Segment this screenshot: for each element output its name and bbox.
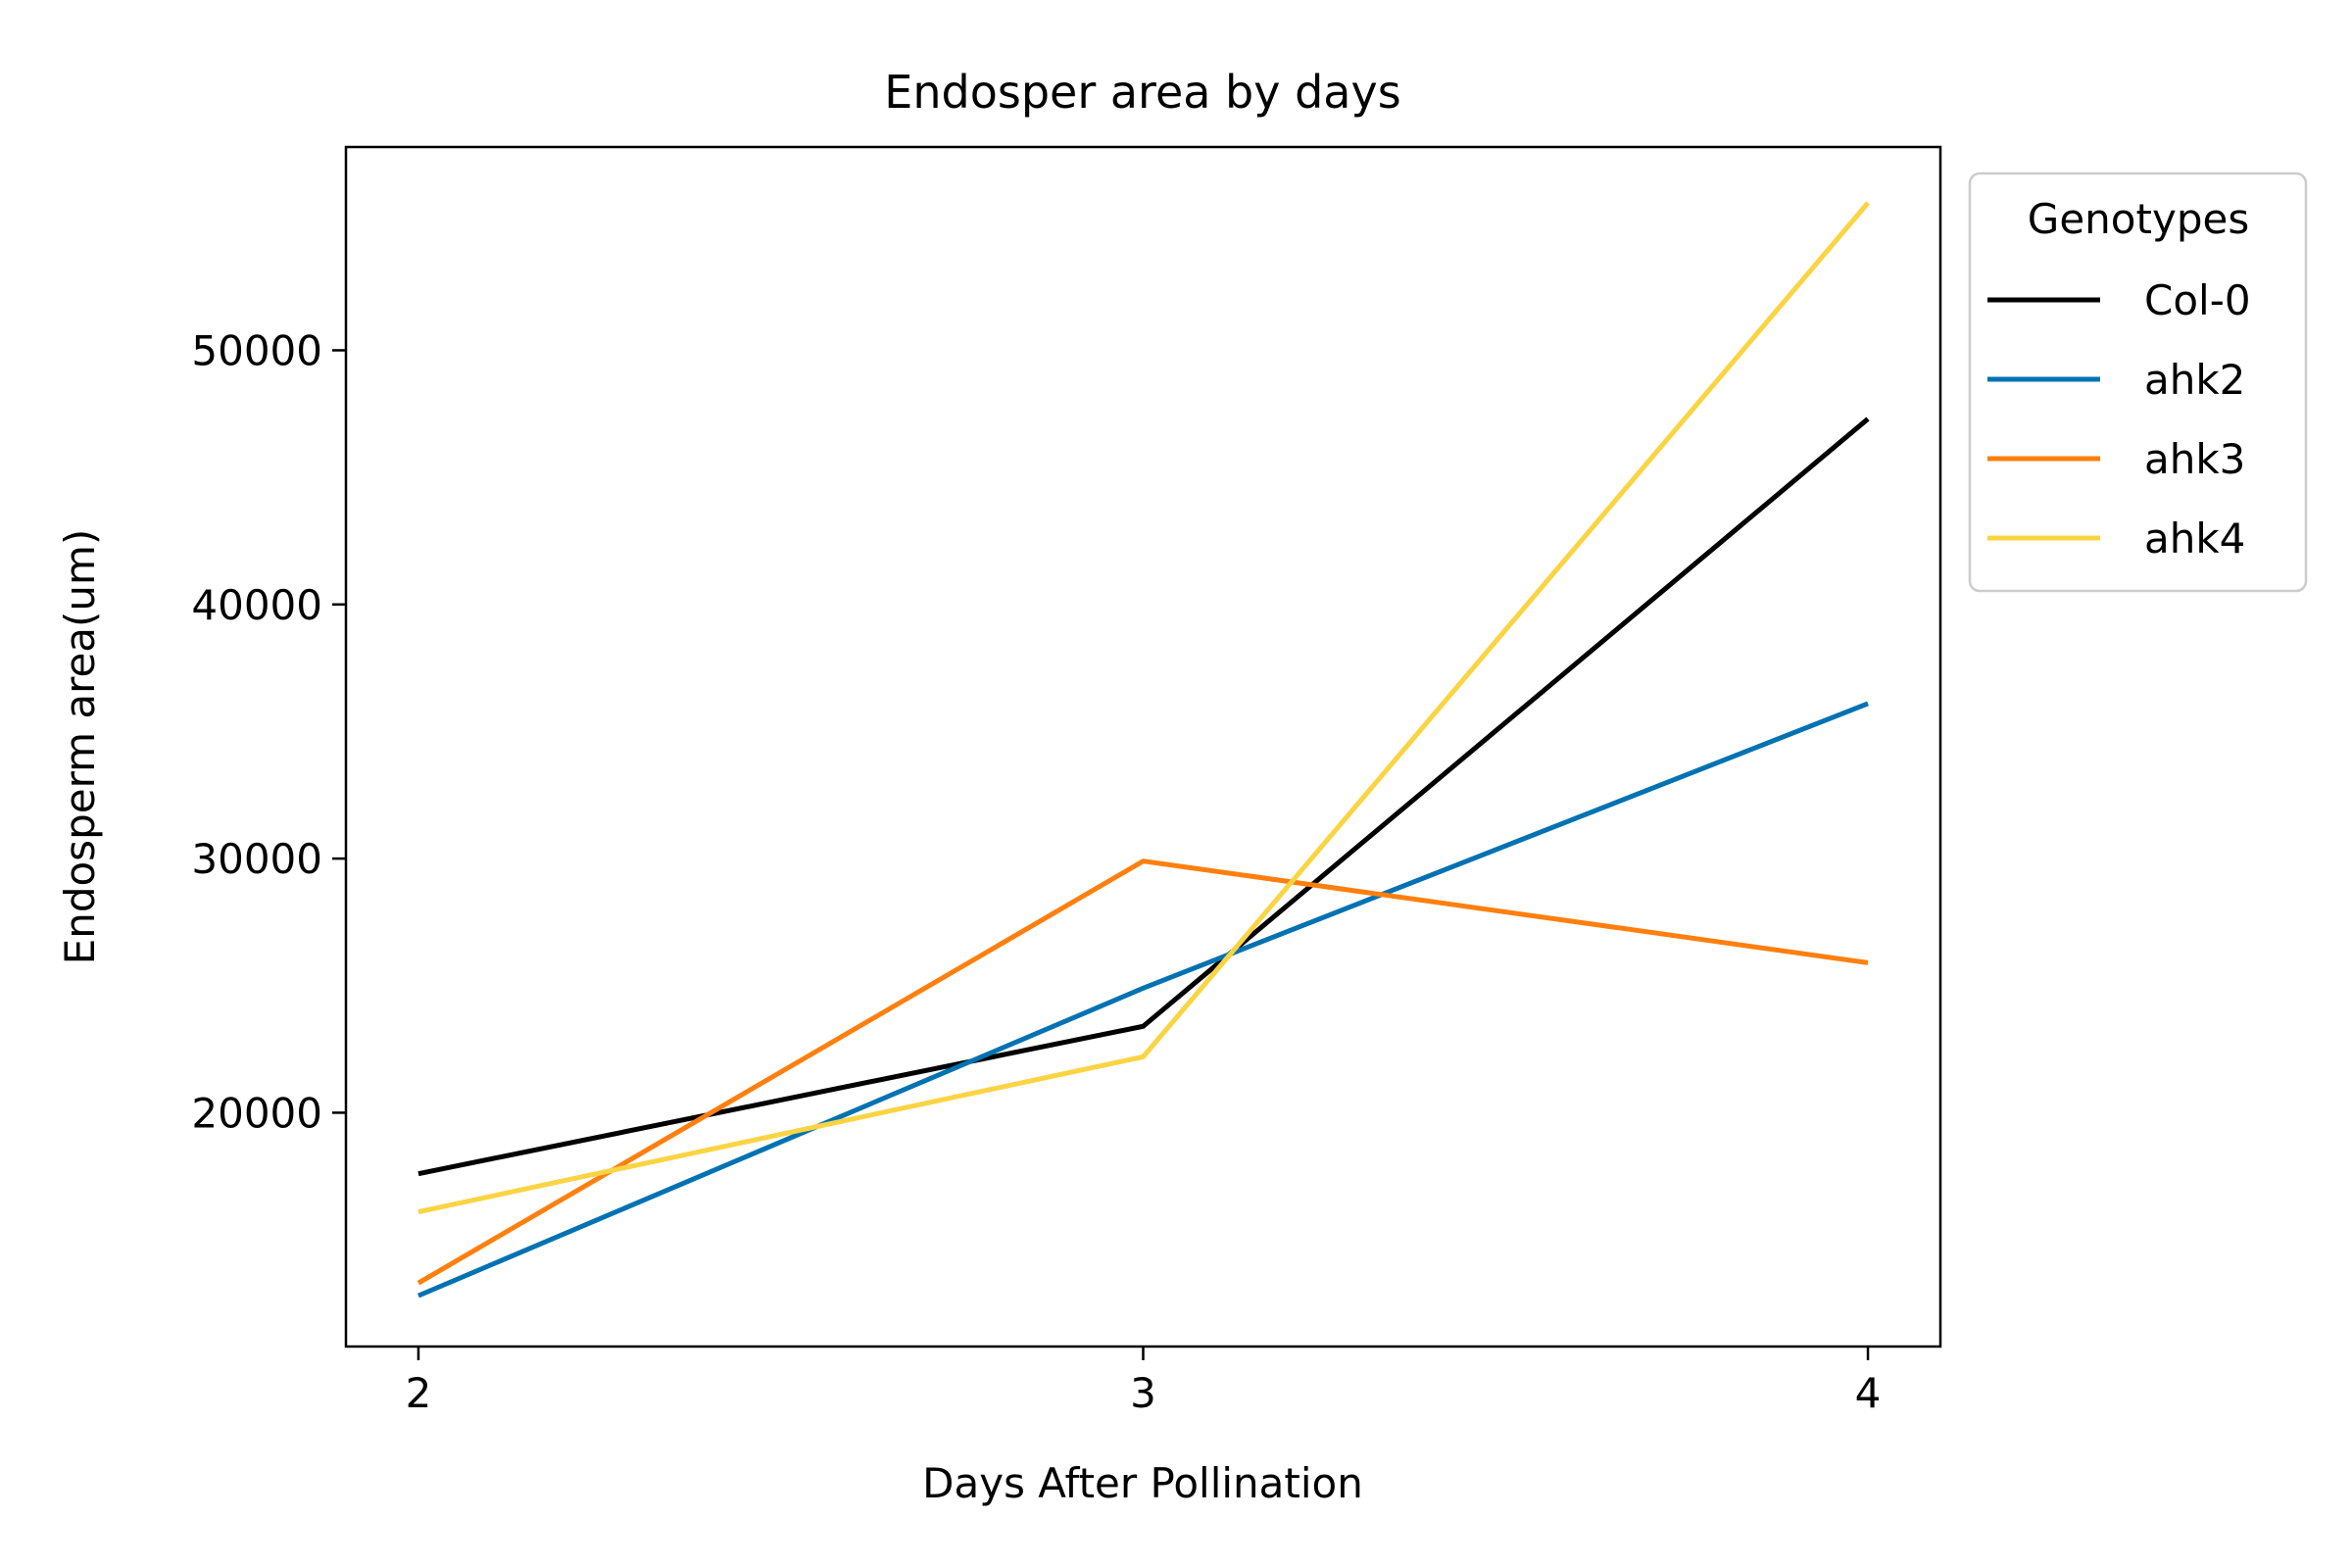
legend-label-col-0: Col-0 <box>2144 276 2251 324</box>
x-tick-label: 3 <box>1130 1369 1156 1417</box>
y-tick-label: 20000 <box>191 1089 322 1137</box>
legend-box <box>1968 172 2308 593</box>
series-line-ahk3 <box>416 858 1869 1286</box>
x-axis-label: Days After Pollination <box>922 1459 1363 1507</box>
y-axis: 20000 30000 40000 50000 <box>191 326 346 1137</box>
legend-label-ahk3: ahk3 <box>2144 435 2245 483</box>
x-tick-label: 2 <box>406 1369 432 1417</box>
chart-title: Endosper area by days <box>884 66 1400 119</box>
legend-entries: Col-0 ahk2 ahk3 ahk4 <box>1987 276 2251 563</box>
series-lines <box>416 201 1870 1298</box>
x-axis: 2 3 4 <box>406 1347 1882 1417</box>
y-tick-label: 40000 <box>191 581 322 629</box>
series-line-col-0 <box>417 416 1870 1177</box>
series-line-ahk4 <box>417 201 1870 1215</box>
legend: Genotypes Col-0 ahk2 ahk3 ahk4 <box>1968 172 2308 593</box>
x-tick-label: 4 <box>1855 1369 1882 1417</box>
legend-label-ahk4: ahk4 <box>2144 514 2245 563</box>
y-tick-label: 50000 <box>191 326 322 374</box>
legend-label-ahk2: ahk2 <box>2144 356 2245 404</box>
legend-title: Genotypes <box>2028 195 2249 243</box>
y-tick-label: 30000 <box>191 835 322 883</box>
y-axis-label: Endosperm area(um) <box>56 529 104 965</box>
plot-area <box>344 145 1942 1348</box>
series-line-ahk2 <box>416 701 1869 1298</box>
